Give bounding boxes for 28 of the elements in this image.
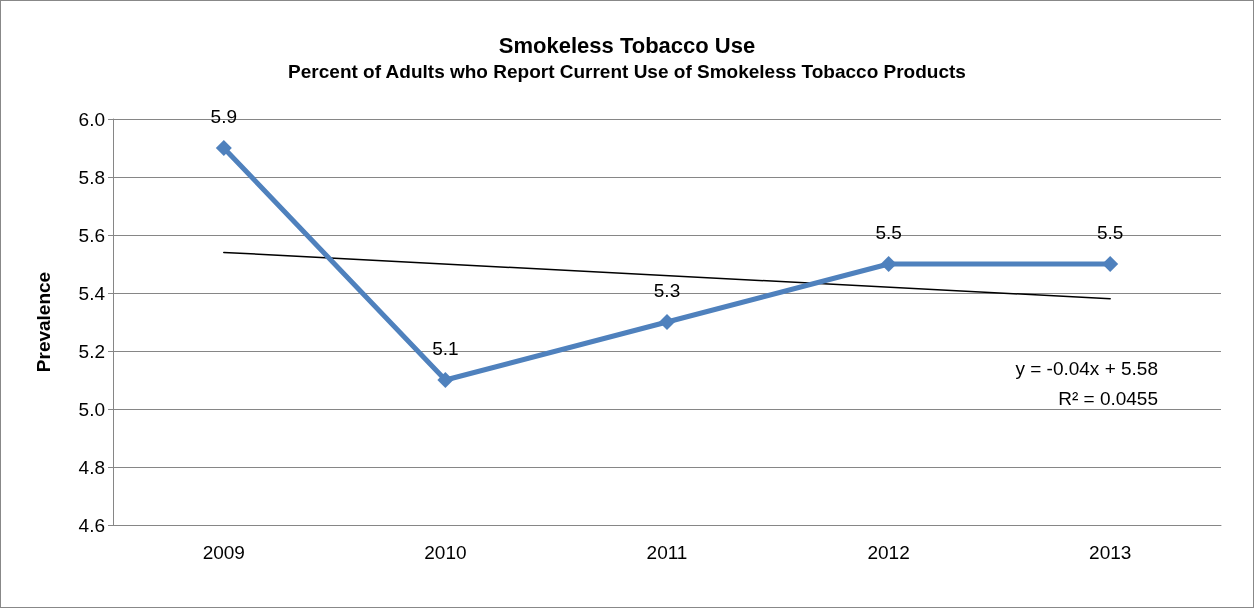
annotation: y = -0.04x + 5.58 [1015, 358, 1158, 379]
point [880, 256, 897, 272]
y-tick-label: 4.6 [78, 514, 105, 536]
x-tick-label: 2010 [424, 542, 467, 563]
y-axis-title: Prevalence [33, 271, 54, 373]
y-tick-label: 5.6 [78, 224, 105, 246]
x-tick-label: 2013 [1089, 542, 1132, 563]
chart-subtitle: Percent of Adults who Report Current Use of Smokeless Tobacco Products [288, 61, 966, 82]
data-label: 5.1 [432, 338, 459, 359]
y-tick-label: 5.2 [78, 340, 105, 362]
y-tick-label: 6.0 [78, 108, 105, 130]
y-tick-label: 5.8 [78, 166, 105, 188]
data-label: 5.5 [875, 222, 902, 243]
y-tick-label: 4.8 [78, 456, 105, 478]
x-tick-label: 2009 [202, 542, 245, 563]
y-tick-label: 5.0 [78, 398, 105, 420]
data-label: 5.3 [653, 280, 681, 301]
point [437, 372, 454, 388]
x-tick-label: 2011 [646, 542, 688, 563]
point [659, 314, 675, 330]
data-label: 5.9 [210, 106, 238, 127]
point [1102, 256, 1119, 272]
annotation: R² = 0.0455 [1058, 388, 1159, 409]
y-tick-label: 5.4 [78, 282, 106, 304]
chart-title: Smokeless Tobacco Use [498, 32, 756, 58]
data-label: 5.5 [1096, 222, 1124, 243]
point [215, 140, 232, 156]
x-tick-label: 2012 [867, 542, 910, 563]
